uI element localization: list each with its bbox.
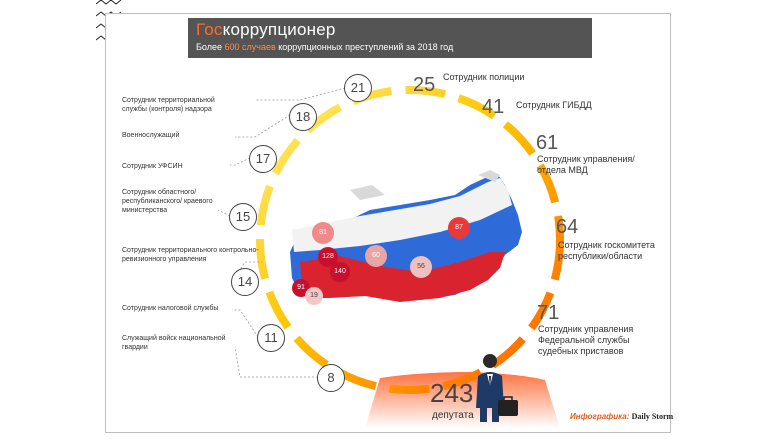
page-subtitle: Более 600 случаев коррупционных преступл… <box>196 42 454 52</box>
right-count: 64 <box>556 216 579 238</box>
right-label: Сотрудник управления Федеральной службы … <box>538 324 634 356</box>
count-circle: 15 <box>229 203 257 231</box>
count-circle: 17 <box>249 145 277 173</box>
right-count: 71 <box>537 302 560 324</box>
map-bubble: 19 <box>305 287 323 305</box>
left-label: Сотрудник налоговой службы <box>122 305 219 312</box>
count-circle: 21 <box>344 74 372 102</box>
count-circle: 11 <box>257 324 285 352</box>
count-circle: 8 <box>317 364 345 392</box>
left-label: Служащий войск национальной гвардии <box>122 335 226 351</box>
left-label: Военнослужащий <box>122 132 180 139</box>
title-box: Госкоррупционер Более 600 случаев корруп… <box>188 18 592 58</box>
map-bubble: 128 <box>318 247 338 267</box>
right-label: Сотрудник полиции <box>443 72 525 82</box>
map-bubble: 140 <box>330 262 350 282</box>
map-bubble: 81 <box>312 222 334 244</box>
right-count: 25 <box>413 74 436 96</box>
left-label: Сотрудник УФСИН <box>122 163 183 170</box>
right-label: Сотрудник госкомитета республики/области <box>558 240 655 261</box>
count-circle: 18 <box>289 103 317 131</box>
deputies-label: депутата <box>432 410 474 421</box>
map-bubble: 56 <box>410 256 432 278</box>
page-title: Госкоррупционер <box>196 20 336 39</box>
map-bubble: 87 <box>448 217 470 239</box>
map-bubble: 60 <box>365 245 387 267</box>
right-label: Сотрудник управления/ отдела МВД <box>537 154 635 175</box>
dashed-ring <box>256 86 564 394</box>
left-label: Сотрудник областного/ республиканского/ … <box>122 189 213 214</box>
count-circle: 14 <box>231 268 259 296</box>
left-label: Сотрудник территориальной службы (контро… <box>122 97 215 113</box>
right-count: 41 <box>482 96 505 118</box>
left-label: Сотрудник территориального контрольно-ре… <box>122 247 259 263</box>
right-count: 61 <box>536 132 559 154</box>
right-label: Сотрудник ГИБДД <box>516 100 592 110</box>
deputies-count: 243 <box>430 378 474 408</box>
businessman-icon <box>476 354 518 422</box>
credit: Инфографика: Daily Storm <box>570 412 674 421</box>
